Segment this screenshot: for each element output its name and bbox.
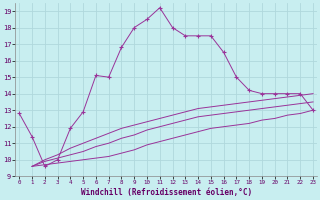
X-axis label: Windchill (Refroidissement éolien,°C): Windchill (Refroidissement éolien,°C) — [81, 188, 252, 197]
